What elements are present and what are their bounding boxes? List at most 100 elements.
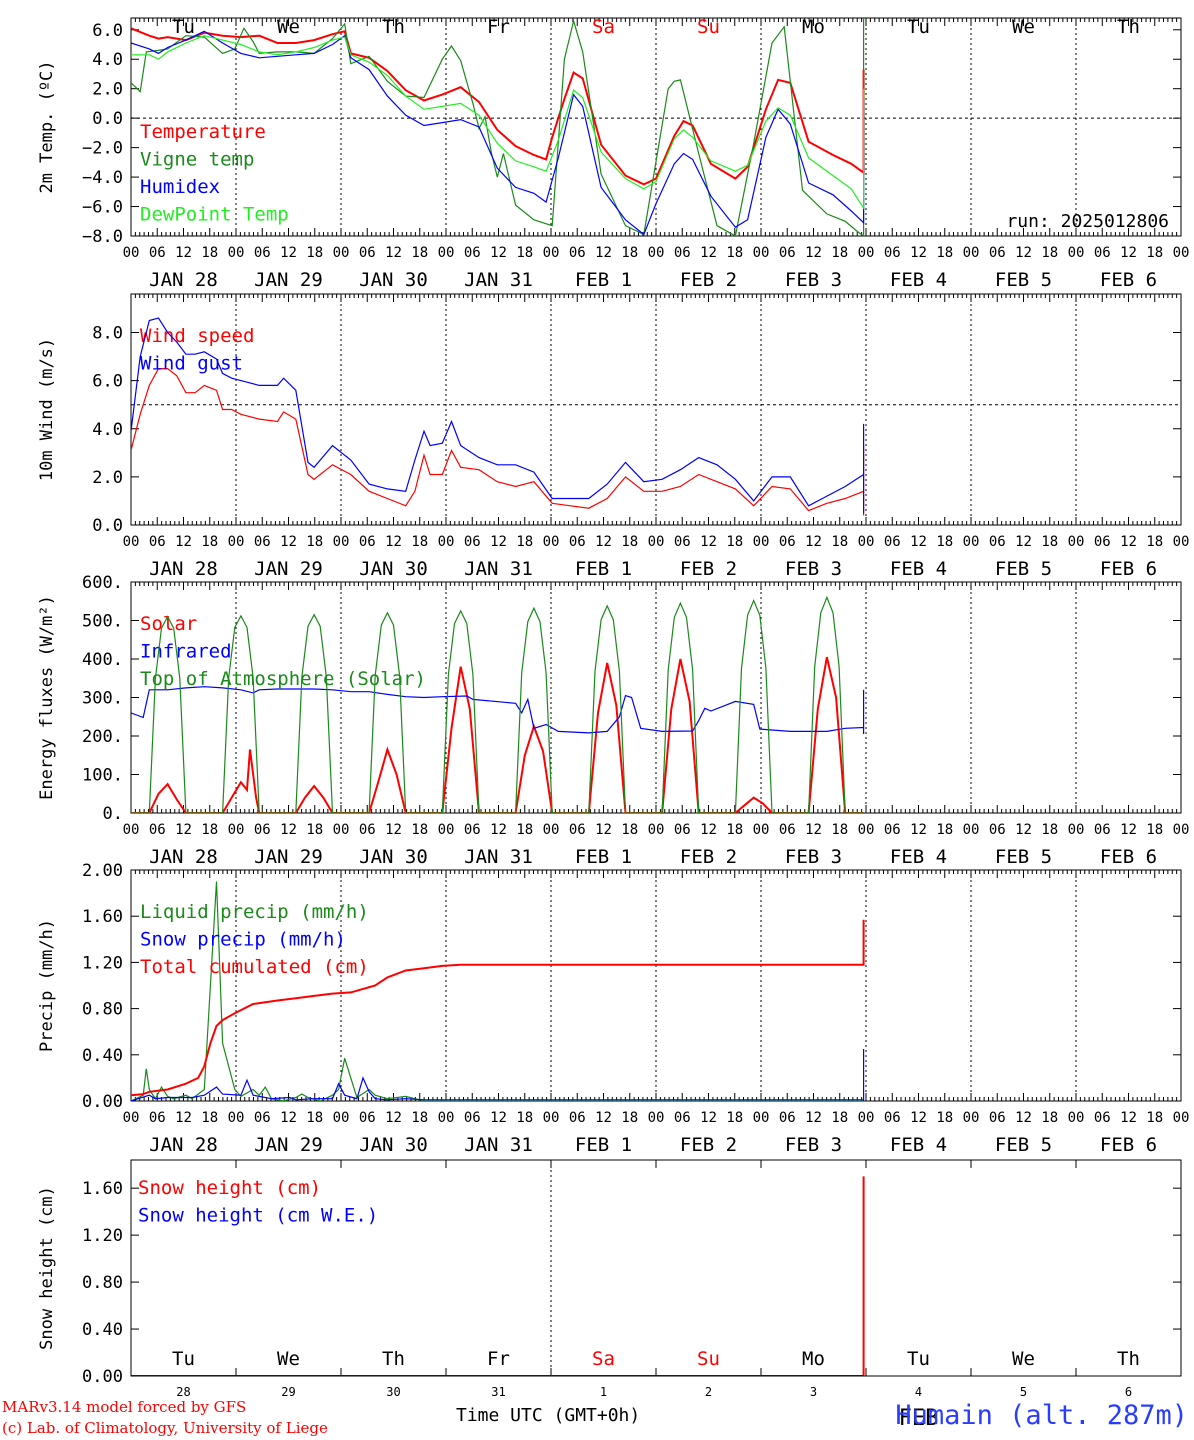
hour-label: 00 <box>228 822 245 838</box>
hour-label: 06 <box>359 1110 376 1126</box>
hour-label: 00 <box>753 245 770 261</box>
y-tick-label: 500. <box>82 612 123 632</box>
hour-label: 00 <box>123 822 140 838</box>
hour-label: 06 <box>674 1110 691 1126</box>
hour-label: 12 <box>595 822 612 838</box>
series-line-1 <box>131 317 865 513</box>
panel-5: 1.60 1.20 0.80 0.40 0.00 Snow height (cm) 28 29… <box>37 1159 1182 1431</box>
day-label: JAN 28 <box>149 558 218 580</box>
weekday-label: We <box>277 16 300 38</box>
hour-label: 12 <box>280 245 297 261</box>
hour-label: 06 <box>359 245 376 261</box>
weekday-label: Tu <box>907 16 930 38</box>
legend-entry: Top of Atmosphere (Solar) <box>140 668 426 690</box>
series-line-1 <box>131 1049 865 1101</box>
y-tick-label: −8.0 <box>82 227 123 247</box>
hour-label: 18 <box>411 245 428 261</box>
hour-label: 00 <box>438 1110 455 1126</box>
weekday-label: Sa <box>592 16 615 38</box>
hour-label: 00 <box>438 245 455 261</box>
y-tick-label: 1.20 <box>82 1226 123 1246</box>
series-line-0 <box>131 1176 865 1376</box>
panel-4: 2.00 1.60 1.20 0.80 0.40 0.00 Precip (mm/h) 00 0… <box>37 861 1189 1156</box>
day-number-label: 1 <box>600 1385 607 1399</box>
legend-entry: Infrared <box>140 641 232 663</box>
hour-label: 18 <box>621 534 638 550</box>
y-tick-label: 0.40 <box>82 1320 123 1340</box>
hour-label: 00 <box>1173 822 1190 838</box>
day-label: FEB 2 <box>680 269 737 291</box>
hour-label: 00 <box>963 534 980 550</box>
model-credit-line: MARv3.14 model forced by GFS <box>2 1398 247 1416</box>
day-label: JAN 30 <box>359 1134 428 1156</box>
month-label: FEB <box>899 1406 939 1431</box>
y-tick-label: 0.80 <box>82 1273 123 1293</box>
hour-label: 00 <box>648 822 665 838</box>
y-tick-label: 300. <box>82 689 123 709</box>
day-label: JAN 29 <box>254 846 323 868</box>
day-number-label: 29 <box>281 1385 295 1399</box>
lab-credit-line: (c) Lab. of Climatology, University of L… <box>2 1419 328 1437</box>
day-label: FEB 3 <box>785 269 842 291</box>
weekday-label: Th <box>382 16 405 38</box>
day-label: JAN 28 <box>149 846 218 868</box>
panel-3: 600. 500. 400. 300. 200. 100. 0. Energy fluxes … <box>37 573 1189 868</box>
hour-label: 06 <box>989 1110 1006 1126</box>
legend-entry: Snow height (cm) <box>138 1177 321 1199</box>
hour-label: 06 <box>149 245 166 261</box>
hour-label: 06 <box>149 1110 166 1126</box>
hour-label: 18 <box>1146 534 1163 550</box>
hour-label: 18 <box>936 245 953 261</box>
y-tick-label: 2.0 <box>92 468 123 488</box>
weekday-label: Mo <box>802 1348 825 1370</box>
y-tick-label: 4.0 <box>92 420 123 440</box>
legend-entry: Snow precip (mm/h) <box>140 929 346 951</box>
hour-label: 12 <box>700 1110 717 1126</box>
legend-entry: Humidex <box>140 176 220 198</box>
hour-label: 12 <box>490 822 507 838</box>
hour-label: 00 <box>543 822 560 838</box>
hour-label: 18 <box>726 822 743 838</box>
day-label: FEB 3 <box>785 1134 842 1156</box>
day-label: JAN 31 <box>464 1134 533 1156</box>
hour-label: 06 <box>989 245 1006 261</box>
hour-label: 00 <box>858 1110 875 1126</box>
y-tick-label: 0. <box>103 804 123 824</box>
hour-label: 12 <box>385 245 402 261</box>
day-label: FEB 4 <box>890 558 947 580</box>
hour-label: 18 <box>936 534 953 550</box>
day-number-label: 3 <box>810 1385 817 1399</box>
weekday-label: Th <box>1117 16 1140 38</box>
hour-label: 06 <box>1094 822 1111 838</box>
day-label: FEB 3 <box>785 558 842 580</box>
hour-label: 18 <box>1041 1110 1058 1126</box>
hour-label: 06 <box>884 534 901 550</box>
series-line-1 <box>131 686 865 735</box>
hour-label: 18 <box>306 822 323 838</box>
weekday-label: Th <box>382 1348 405 1370</box>
hour-label: 12 <box>385 534 402 550</box>
hour-label: 00 <box>858 534 875 550</box>
y-tick-label: 100. <box>82 766 123 786</box>
run-label: run: 2025012806 <box>1006 211 1169 232</box>
day-number-label: 28 <box>176 1385 190 1399</box>
day-number-label: 31 <box>491 1385 505 1399</box>
hour-label: 18 <box>1146 245 1163 261</box>
hour-label: 00 <box>648 245 665 261</box>
hour-label: 12 <box>280 1110 297 1126</box>
hour-label: 06 <box>569 245 586 261</box>
y-tick-label: 1.20 <box>82 953 123 973</box>
hour-label: 06 <box>674 534 691 550</box>
day-label: FEB 6 <box>1100 558 1157 580</box>
y-tick-label: 6.0 <box>92 21 123 41</box>
hour-label: 00 <box>228 1110 245 1126</box>
hour-label: 06 <box>464 534 481 550</box>
hour-label: 06 <box>569 534 586 550</box>
hour-label: 12 <box>280 534 297 550</box>
hour-label: 18 <box>621 1110 638 1126</box>
day-label: FEB 1 <box>575 269 632 291</box>
hour-label: 18 <box>411 1110 428 1126</box>
hour-label: 00 <box>1173 245 1190 261</box>
hour-label: 18 <box>201 534 218 550</box>
day-label: FEB 5 <box>995 558 1052 580</box>
